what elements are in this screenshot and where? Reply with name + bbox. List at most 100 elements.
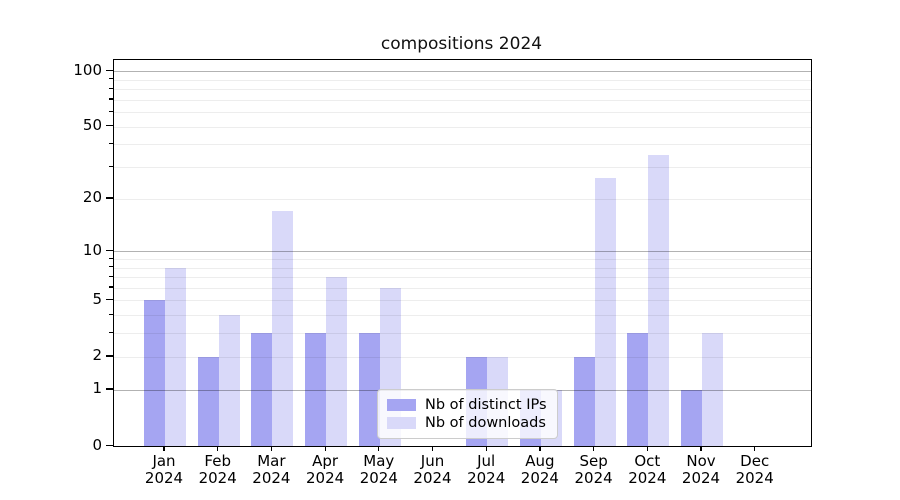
x-tick-label-feb: Feb 2024 bbox=[186, 453, 250, 487]
legend-swatch bbox=[387, 399, 416, 411]
x-tick-month: Nov bbox=[686, 452, 716, 470]
x-tick-label-jun: Jun 2024 bbox=[401, 453, 465, 487]
minor-gridline bbox=[114, 287, 811, 289]
x-tick-month: Jan bbox=[152, 452, 176, 470]
x-tick-label-jan: Jan 2024 bbox=[132, 453, 196, 487]
y-tick-label: 5 bbox=[92, 289, 102, 308]
minor-gridline bbox=[114, 277, 811, 279]
x-tick-year: 2024 bbox=[628, 469, 667, 487]
x-tick-mark bbox=[270, 446, 273, 451]
x-tick-mark bbox=[163, 446, 165, 451]
x-tick-label-aug: Aug 2024 bbox=[508, 453, 572, 487]
minor-gridline bbox=[114, 259, 811, 260]
x-tick-label-may: May 2024 bbox=[347, 453, 411, 487]
y-tick-mark bbox=[106, 444, 113, 446]
y-minor-tick-mark bbox=[109, 125, 113, 127]
y-minor-tick-mark bbox=[109, 87, 113, 89]
x-tick-label-apr: Apr 2024 bbox=[293, 453, 357, 487]
major-gridline bbox=[114, 251, 811, 253]
bar-downloads-oct bbox=[648, 154, 670, 446]
y-minor-tick-mark bbox=[109, 110, 113, 112]
y-minor-tick-mark bbox=[109, 257, 113, 259]
bar-downloads-mar bbox=[272, 211, 294, 446]
x-tick-year: 2024 bbox=[144, 469, 184, 487]
minor-gridline bbox=[114, 300, 811, 302]
y-tick-label: 100 bbox=[73, 60, 102, 79]
bar-distinct-ips-apr bbox=[305, 333, 327, 446]
y-minor-tick-mark bbox=[109, 98, 113, 100]
x-tick-label-dec: Dec 2024 bbox=[723, 453, 787, 487]
x-tick-year: 2024 bbox=[681, 469, 721, 487]
x-tick-year: 2024 bbox=[413, 469, 452, 487]
y-tick-label: 1 bbox=[92, 379, 102, 398]
x-tick-year: 2024 bbox=[467, 469, 506, 487]
y-minor-tick-mark bbox=[109, 286, 113, 288]
x-tick-month: Oct bbox=[634, 452, 661, 470]
x-tick-label-nov: Nov 2024 bbox=[669, 453, 733, 487]
y-tick-label: 2 bbox=[92, 346, 102, 365]
minor-gridline bbox=[114, 89, 811, 91]
x-tick-month: May bbox=[363, 452, 395, 470]
x-tick-mark bbox=[217, 446, 219, 451]
legend-label: Nb of distinct IPs bbox=[425, 397, 547, 413]
x-tick-month: Sep bbox=[579, 452, 608, 470]
x-tick-mark bbox=[700, 446, 702, 451]
x-tick-year: 2024 bbox=[359, 469, 398, 487]
x-tick-year: 2024 bbox=[735, 469, 774, 487]
y-minor-tick-mark bbox=[109, 266, 113, 268]
bar-distinct-ips-mar bbox=[251, 333, 273, 446]
bar-downloads-apr bbox=[326, 277, 348, 446]
bar-distinct-ips-nov bbox=[681, 389, 702, 446]
x-tick-mark bbox=[593, 446, 595, 451]
y-minor-tick-mark bbox=[109, 313, 113, 316]
bar-downloads-feb bbox=[218, 315, 240, 446]
bar-downloads-sep bbox=[594, 178, 616, 446]
minor-gridline bbox=[114, 356, 811, 358]
y-tick-mark bbox=[106, 249, 113, 252]
x-tick-mark bbox=[378, 446, 380, 451]
x-tick-year: 2024 bbox=[574, 469, 613, 487]
y-minor-tick-mark bbox=[109, 197, 113, 199]
minor-gridline bbox=[114, 112, 811, 114]
minor-gridline bbox=[114, 333, 811, 335]
y-minor-tick-mark bbox=[109, 78, 113, 80]
bar-distinct-ips-may bbox=[358, 333, 380, 446]
x-tick-month: Feb bbox=[204, 452, 231, 470]
x-tick-year: 2024 bbox=[198, 469, 237, 487]
legend-label: Nb of downloads bbox=[425, 415, 546, 431]
x-tick-year: 2024 bbox=[520, 469, 559, 487]
x-tick-label-oct: Oct 2024 bbox=[615, 453, 679, 487]
bar-downloads-jan bbox=[165, 267, 186, 446]
minor-gridline bbox=[114, 79, 811, 81]
minor-gridline bbox=[114, 198, 811, 200]
minor-gridline bbox=[114, 126, 811, 128]
minor-gridline bbox=[114, 315, 811, 317]
x-tick-month: Jul bbox=[477, 452, 496, 470]
major-gridline bbox=[114, 71, 811, 73]
legend: Nb of distinct IPs Nb of downloads bbox=[377, 389, 558, 439]
minor-gridline bbox=[114, 99, 811, 101]
x-tick-mark bbox=[431, 446, 434, 451]
y-tick-mark bbox=[106, 388, 113, 390]
x-tick-year: 2024 bbox=[306, 469, 345, 487]
legend-item: Nb of distinct IPs bbox=[387, 396, 547, 414]
y-minor-tick-mark bbox=[109, 331, 113, 334]
bar-distinct-ips-jan bbox=[144, 300, 165, 446]
x-tick-month: Aug bbox=[525, 452, 555, 470]
x-tick-month: Mar bbox=[257, 452, 286, 470]
y-minor-tick-mark bbox=[109, 142, 113, 145]
y-tick-label: 20 bbox=[82, 188, 102, 207]
minor-gridline bbox=[114, 167, 811, 169]
minor-gridline bbox=[114, 144, 811, 146]
x-tick-mark bbox=[324, 446, 326, 451]
x-tick-month: Jun bbox=[420, 452, 445, 470]
bar-distinct-ips-sep bbox=[573, 356, 595, 446]
legend-item: Nb of downloads bbox=[387, 414, 547, 432]
x-tick-mark bbox=[754, 446, 756, 451]
y-tick-label: 50 bbox=[82, 116, 102, 135]
bar-downloads-nov bbox=[702, 333, 723, 446]
y-tick-mark bbox=[106, 69, 113, 71]
minor-gridline bbox=[114, 267, 811, 269]
x-tick-year: 2024 bbox=[252, 469, 291, 487]
